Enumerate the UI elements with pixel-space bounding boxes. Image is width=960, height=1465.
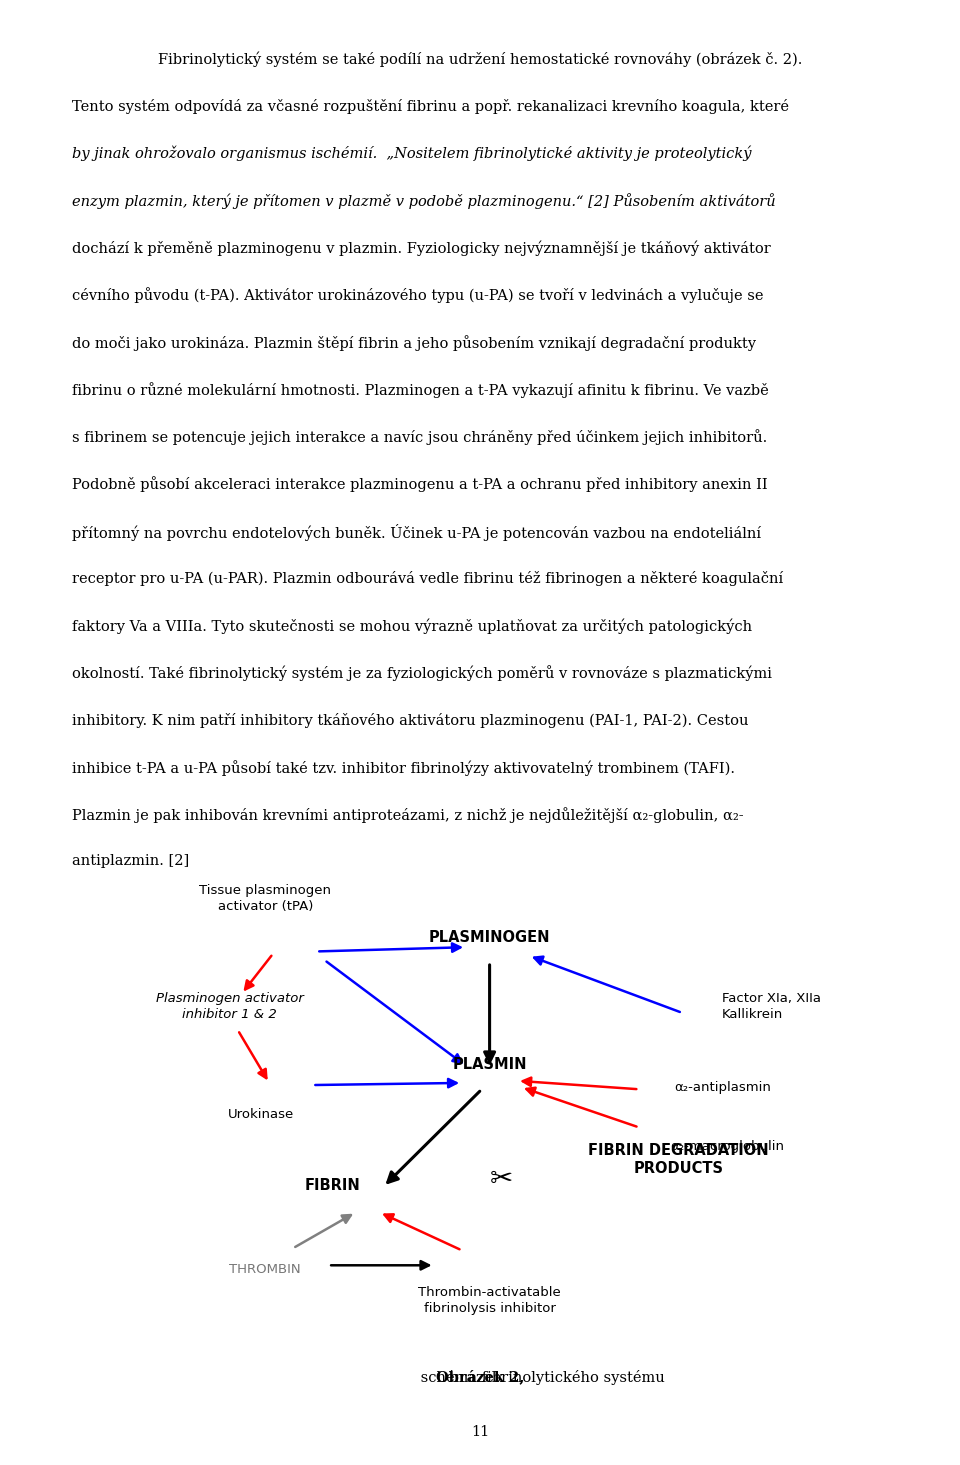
Text: přítomný na povrchu endotelových buněk. Účinek u-PA je potencován vazbou na endo: přítomný na povrchu endotelových buněk. … bbox=[72, 524, 761, 541]
Text: Plasminogen activator
inhibitor 1 & 2: Plasminogen activator inhibitor 1 & 2 bbox=[156, 992, 303, 1021]
Text: α₂-antiplasmin: α₂-antiplasmin bbox=[675, 1081, 772, 1094]
Text: schéma fibrinolytického systému: schéma fibrinolytického systému bbox=[416, 1370, 665, 1384]
Text: Urokinase: Urokinase bbox=[228, 1109, 295, 1121]
Text: THROMBIN: THROMBIN bbox=[229, 1263, 301, 1276]
Text: receptor pro u-PA (u-PAR). Plazmin odbourává vedle fibrinu též fibrinogen a někt: receptor pro u-PA (u-PAR). Plazmin odbou… bbox=[72, 571, 783, 586]
Text: Obrázek 2,: Obrázek 2, bbox=[436, 1370, 524, 1384]
Text: enzym plazmin, který je přítomen v plazmě v podobě plazminogenu.“ [2] Působením : enzym plazmin, který je přítomen v plazm… bbox=[72, 193, 776, 209]
Text: Fibrinolytický systém se také podílí na udržení hemostatické rovnováhy (obrázek : Fibrinolytický systém se také podílí na … bbox=[157, 51, 803, 67]
Text: Podobně působí akceleraci interakce plazminogenu a t-PA a ochranu před inhibitor: Podobně působí akceleraci interakce plaz… bbox=[72, 476, 768, 492]
Text: inhibitory. K nim patří inhibitory tkáňového aktivátoru plazminogenu (PAI-1, PAI: inhibitory. K nim patří inhibitory tkáňo… bbox=[72, 713, 749, 728]
Text: Tissue plasminogen
activator (tPA): Tissue plasminogen activator (tPA) bbox=[200, 885, 331, 913]
Text: do moči jako urokináza. Plazmin štěpí fibrin a jeho působením vznikají degradačn: do moči jako urokináza. Plazmin štěpí fi… bbox=[72, 335, 756, 350]
Text: by jinak ohrožovalo organismus ischémií.  „Nositelem fibrinolytické aktivity je : by jinak ohrožovalo organismus ischémií.… bbox=[72, 146, 752, 161]
Text: PLASMIN: PLASMIN bbox=[452, 1058, 527, 1072]
Text: Thrombin-activatable
fibrinolysis inhibitor: Thrombin-activatable fibrinolysis inhibi… bbox=[419, 1286, 561, 1316]
Text: 11: 11 bbox=[470, 1424, 490, 1439]
Text: cévního původu (t-PA). Aktivátor urokinázového typu (u-PA) se tvoří v ledvinách : cévního původu (t-PA). Aktivátor urokiná… bbox=[72, 287, 763, 303]
Text: s fibrinem se potencuje jejich interakce a navíc jsou chráněny před účinkem jeji: s fibrinem se potencuje jejich interakce… bbox=[72, 429, 767, 445]
Text: FIBRIN DEGRADATION
PRODUCTS: FIBRIN DEGRADATION PRODUCTS bbox=[588, 1143, 769, 1176]
Text: ✂: ✂ bbox=[490, 1165, 513, 1193]
Text: Factor XIa, XIIa
Kallikrein: Factor XIa, XIIa Kallikrein bbox=[722, 992, 821, 1021]
Text: fibrinu o různé molekulární hmotnosti. Plazminogen a t-PA vykazují afinitu k fib: fibrinu o různé molekulární hmotnosti. P… bbox=[72, 382, 769, 398]
Text: Plazmin je pak inhibován krevními antiproteázami, z nichž je nejdůležitější α₂-g: Plazmin je pak inhibován krevními antipr… bbox=[72, 807, 744, 823]
Text: inhibice t-PA a u-PA působí také tzv. inhibitor fibrinolýzy aktivovatelný trombi: inhibice t-PA a u-PA působí také tzv. in… bbox=[72, 760, 735, 776]
Text: FIBRIN: FIBRIN bbox=[304, 1178, 360, 1193]
Text: Tento systém odpovídá za včasné rozpuštění fibrinu a popř. rekanalizaci krevního: Tento systém odpovídá za včasné rozpuště… bbox=[72, 98, 789, 113]
Text: antiplazmin. [2]: antiplazmin. [2] bbox=[72, 854, 189, 869]
Text: α₂-macroglobulin: α₂-macroglobulin bbox=[671, 1140, 784, 1153]
Text: PLASMINOGEN: PLASMINOGEN bbox=[429, 930, 550, 945]
Text: okolností. Také fibrinolytický systém je za fyziologických poměrů v rovnováze s : okolností. Také fibrinolytický systém je… bbox=[72, 665, 772, 681]
Text: faktory Va a VIIIa. Tyto skutečnosti se mohou výrazně uplatňovat za určitých pat: faktory Va a VIIIa. Tyto skutečnosti se … bbox=[72, 618, 752, 634]
Text: dochází k přeměně plazminogenu v plazmin. Fyziologicky nejvýznamnější je tkáňový: dochází k přeměně plazminogenu v plazmin… bbox=[72, 240, 771, 256]
